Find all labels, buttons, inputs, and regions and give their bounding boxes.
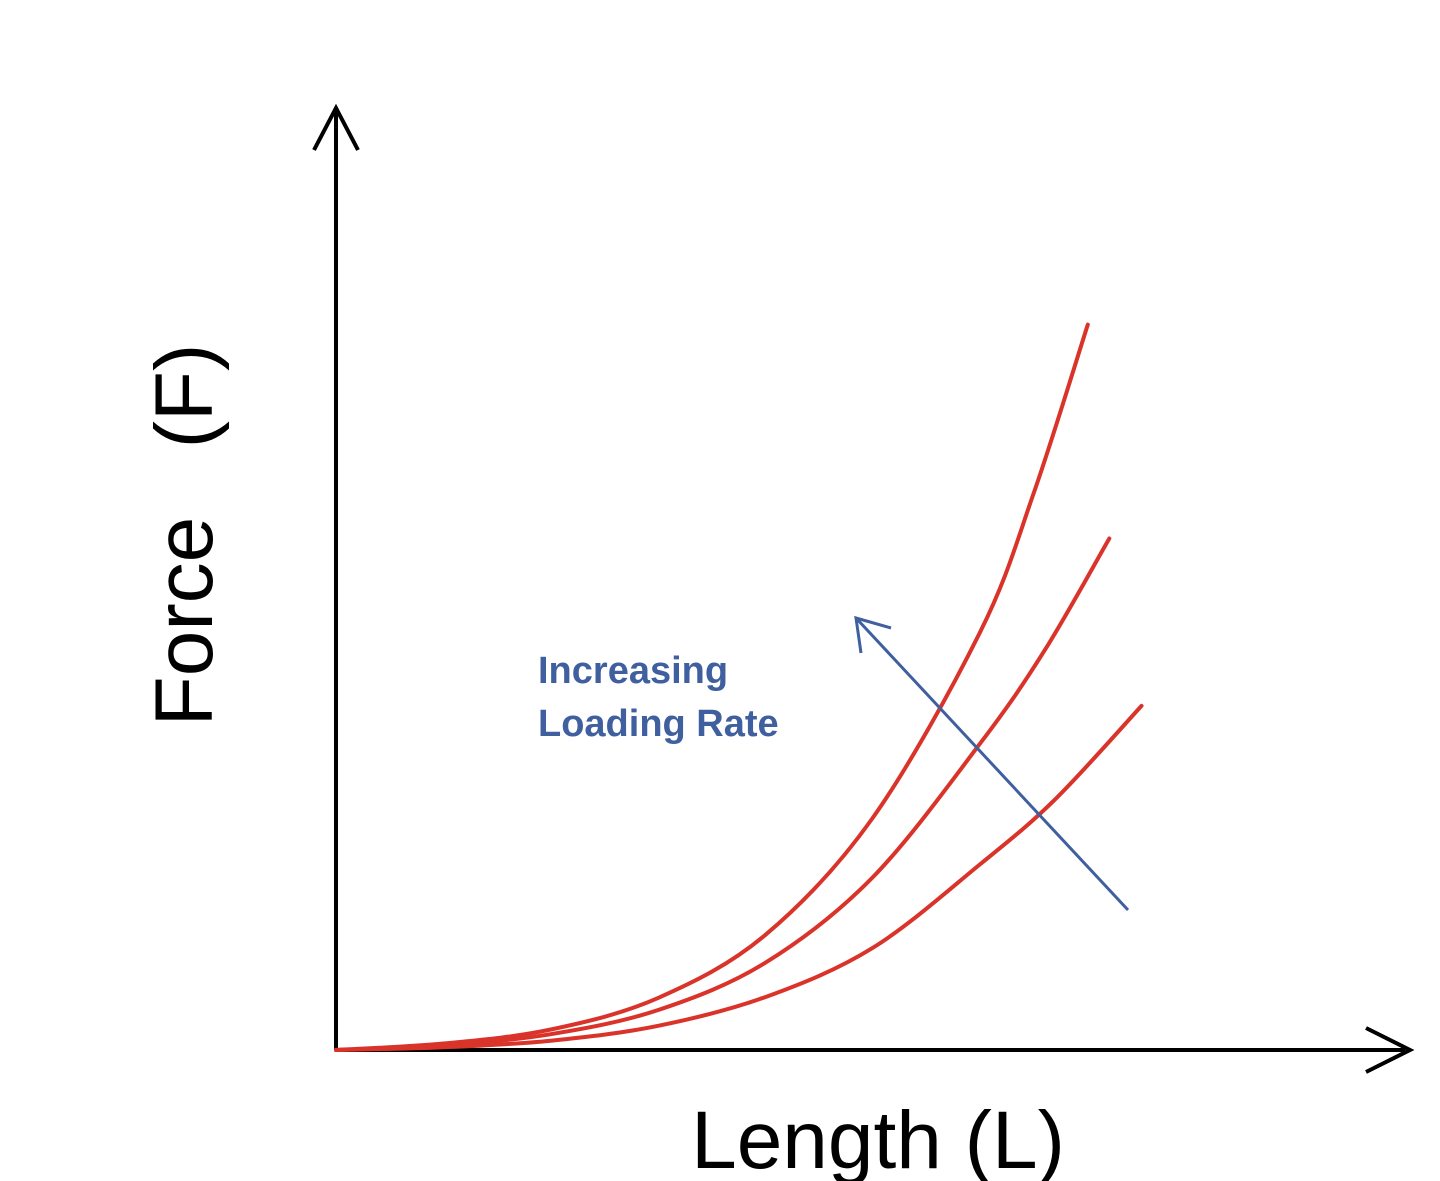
y-axis-arrowhead xyxy=(312,103,360,151)
series-line-2 xyxy=(334,536,1112,1052)
series-line-1 xyxy=(334,322,1090,1052)
annotation-line-2: Loading Rate xyxy=(538,703,779,745)
annotation-line-1: Increasing xyxy=(538,650,728,692)
series-group xyxy=(334,322,1144,1052)
x-axis-label: Length (L) xyxy=(691,1095,1065,1181)
annotation-arrow-shaft xyxy=(854,616,1130,912)
x-axis-arrowhead xyxy=(1365,1026,1415,1074)
y-axis-label: Force (F) xyxy=(139,344,230,727)
annotation-arrow xyxy=(854,615,1130,912)
series-line-3 xyxy=(334,703,1144,1052)
annotation-arrowhead xyxy=(854,615,892,654)
